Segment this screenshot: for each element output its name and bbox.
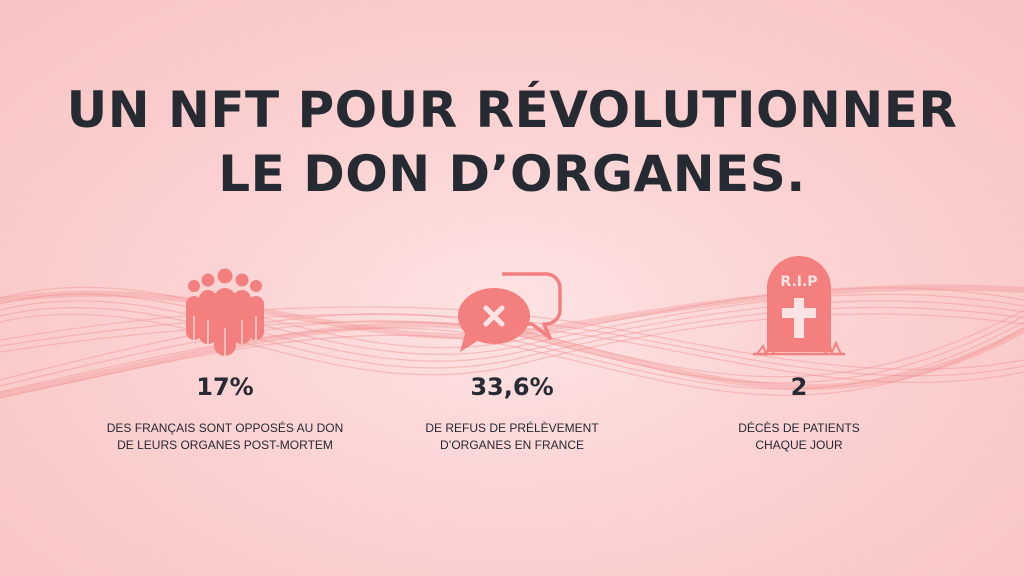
stat-value: 2 (790, 373, 808, 401)
stat-description-line-2: DE LEURS ORGANES POST-MORTEM (117, 438, 333, 452)
stat-value: 33,6% (470, 373, 554, 401)
stat-description-line-1: DES FRANÇAIS SONT OPPOSÉS AU DON (106, 421, 344, 435)
page-title: UN NFT POUR RÉVOLUTIONNER LE DON D’ORGAN… (0, 78, 1024, 206)
crowd-icon (186, 268, 264, 356)
title-line-2: LE DON D’ORGANES. (218, 145, 806, 203)
tombstone-text: R.I.P (780, 274, 817, 290)
tombstone-icon: R.I.P (753, 256, 845, 357)
stat-description: DE REFUS DE PRÉLÈVEMENT D’ORGANES EN FRA… (362, 420, 662, 454)
stat-refusal-rate: 33,6% DE REFUS DE PRÉLÈVEMENT D’ORGANES … (362, 248, 662, 454)
stat-description-line-1: DE REFUS DE PRÉLÈVEMENT (425, 421, 599, 435)
speech-bubbles-refusal-icon (458, 272, 562, 352)
stat-description: DÉCÈS DE PATIENTS CHAQUE JOUR (649, 420, 949, 454)
stat-description-line-2: CHAQUE JOUR (755, 438, 843, 452)
title-line-1: UN NFT POUR RÉVOLUTIONNER (66, 81, 958, 139)
stat-opposed-french: 17% DES FRANÇAIS SONT OPPOSÉS AU DON DE … (75, 248, 375, 454)
stat-description: DES FRANÇAIS SONT OPPOSÉS AU DON DE LEUR… (75, 420, 375, 454)
stat-value: 17% (196, 373, 254, 401)
stat-daily-deaths: R.I.P 2 DÉCÈS DE PATIENTS CHAQUE JOUR (649, 248, 949, 454)
stat-description-line-1: DÉCÈS DE PATIENTS (738, 421, 860, 435)
stat-description-line-2: D’ORGANES EN FRANCE (439, 438, 585, 452)
